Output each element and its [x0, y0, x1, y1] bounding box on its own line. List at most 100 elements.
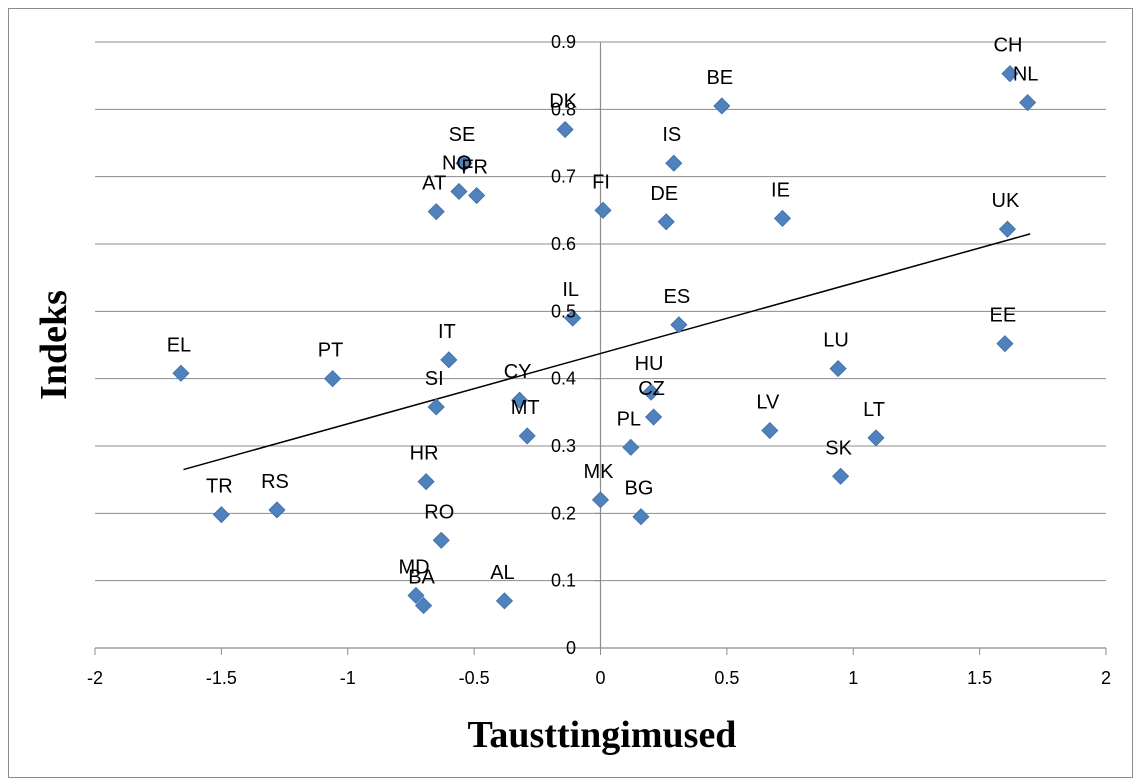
data-point-mt [518, 427, 536, 445]
data-point-sk [832, 467, 850, 485]
x-tick-label: 1.5 [967, 668, 992, 688]
data-point-lt [867, 429, 885, 447]
point-label-md: MD [398, 556, 429, 578]
point-label-es: ES [664, 286, 691, 308]
point-label-pt: PT [318, 340, 344, 362]
point-label-cz: CZ [638, 378, 665, 400]
x-tick-label: -0.5 [459, 668, 490, 688]
data-points [172, 65, 1037, 615]
data-point-dk [556, 120, 574, 139]
tick-labels: 0 0.1 0.2 0.3 0.4 0.5 0.6 0.7 0.8 0.9 -2 -1.5 -1 -0.5… [87, 32, 1111, 688]
data-point-lu [829, 360, 847, 378]
data-point-ro [432, 531, 450, 549]
data-point-ee [996, 335, 1014, 353]
point-label-se: SE [449, 124, 476, 146]
data-point-de [657, 213, 675, 231]
point-label-de: DE [650, 183, 678, 205]
point-label-ba: BA [408, 567, 435, 589]
data-point-hr [417, 473, 435, 491]
point-label-no: NO [442, 152, 472, 174]
data-point-hu [642, 383, 660, 401]
point-label-el: EL [167, 334, 191, 356]
point-label-il: IL [562, 279, 579, 301]
point-label-lt: LT [863, 399, 885, 421]
x-axis-title: Tausttingimused [468, 714, 737, 756]
y-tick-label: 0.3 [551, 436, 576, 456]
point-label-cy: CY [504, 361, 532, 383]
data-point-ch [1001, 65, 1019, 83]
x-tick-label: 1 [848, 668, 858, 688]
x-tick-label: 0 [595, 668, 605, 688]
y-tick-label: 0.5 [551, 301, 576, 321]
point-label-tr: TR [206, 476, 233, 498]
x-tick-label: -2 [87, 668, 103, 688]
data-point-at [427, 203, 445, 221]
data-point-ba [415, 597, 433, 615]
point-label-uk: UK [992, 190, 1020, 212]
y-tick-label: 0 [566, 638, 576, 658]
y-tick-label: 0.7 [551, 167, 576, 187]
y-tick-label: 0.6 [551, 234, 576, 254]
point-label-fr: FR [461, 157, 488, 179]
data-point-nl [1019, 94, 1037, 112]
y-tick-label: 0.1 [551, 571, 576, 591]
point-label-bg: BG [624, 478, 653, 500]
point-label-si: SI [425, 368, 444, 390]
data-point-pt [324, 370, 342, 388]
y-axis-title: Indeks [33, 290, 75, 400]
point-label-al: AL [490, 562, 514, 584]
point-label-ro: RO [424, 501, 454, 523]
data-point-uk [998, 220, 1016, 238]
data-point-be [713, 97, 731, 115]
y-tick-label: 0.2 [551, 503, 576, 523]
data-point-se [455, 154, 473, 172]
point-label-mk: MK [584, 461, 615, 483]
x-tick-label: -1.5 [206, 668, 237, 688]
point-label-lu: LU [823, 330, 849, 352]
point-label-ch: CH [994, 35, 1023, 57]
data-point-cy [511, 391, 529, 409]
chart-frame [8, 8, 1133, 778]
data-point-ie [773, 209, 792, 227]
x-tick-label: -1 [340, 668, 356, 688]
data-point-il [564, 309, 582, 327]
point-label-it: IT [438, 321, 456, 343]
data-point-si [427, 398, 445, 416]
data-point-no [450, 182, 468, 201]
x-tick-label: 2 [1101, 668, 1111, 688]
point-label-nl: NL [1013, 64, 1039, 86]
data-point-it [440, 351, 458, 369]
point-label-is: IS [662, 124, 681, 146]
data-point-es [670, 316, 688, 334]
data-point-tr [212, 506, 230, 524]
point-label-hr: HR [410, 443, 439, 465]
data-point-rs [268, 501, 286, 519]
point-label-fi: FI [592, 171, 610, 193]
point-label-ee: EE [990, 305, 1017, 327]
data-point-md [407, 586, 425, 605]
trendline [183, 233, 1031, 471]
axes [94, 41, 1107, 655]
point-label-mt: MT [511, 397, 540, 419]
point-label-sk: SK [825, 437, 852, 459]
point-label-pl: PL [617, 408, 641, 430]
point-label-hu: HU [635, 353, 664, 375]
point-label-dk: DK [549, 91, 577, 113]
data-point-lv [761, 421, 779, 440]
data-point-al [495, 592, 514, 610]
point-label-be: BE [706, 67, 733, 89]
trendline-group [183, 233, 1031, 471]
y-tick-label: 0.4 [551, 369, 576, 389]
point-label-rs: RS [261, 471, 289, 493]
point-label-ie: IE [771, 179, 790, 201]
data-point-fr [468, 186, 486, 205]
data-point-pl [622, 438, 640, 456]
data-point-mk [591, 491, 610, 509]
data-point-cz [645, 408, 663, 426]
x-tick-label: 0.5 [714, 668, 739, 688]
point-label-lv: LV [756, 392, 780, 414]
y-tick-label: 0.9 [551, 32, 576, 52]
data-point-el [172, 364, 190, 382]
